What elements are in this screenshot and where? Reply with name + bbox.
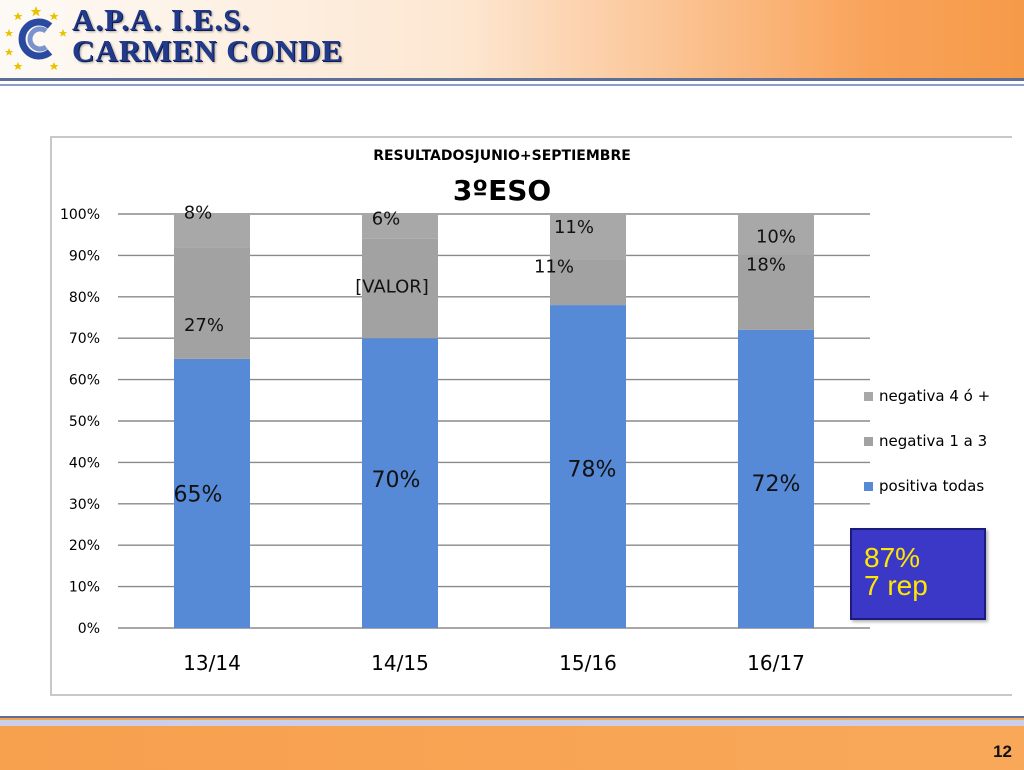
page-number: 12	[993, 742, 1012, 762]
y-tick-label: 90%	[69, 248, 100, 264]
y-tick-label: 10%	[69, 580, 100, 596]
data-label: 18%	[746, 255, 786, 276]
data-label: 27%	[184, 315, 224, 336]
data-label: 11%	[554, 217, 594, 238]
y-tick-label: 100%	[60, 207, 100, 223]
y-tick-label: 0%	[78, 621, 100, 637]
x-tick-label: 16/17	[747, 651, 805, 675]
y-tick-label: 30%	[69, 497, 100, 513]
data-label: [VALOR]	[355, 277, 429, 298]
data-label: 65%	[174, 482, 223, 507]
bar-segment	[174, 247, 250, 359]
legend-swatch	[864, 392, 873, 401]
data-label: 6%	[372, 208, 401, 229]
y-tick-label: 20%	[69, 538, 100, 554]
legend-label: negativa 4 ó +	[879, 387, 990, 405]
legend-label: negativa 1 a 3	[879, 432, 987, 450]
legend-label: positiva todas	[879, 477, 984, 495]
data-label: 8%	[184, 203, 213, 224]
x-tick-label: 14/15	[371, 651, 429, 675]
chart-subtitle: 3º ESO	[453, 174, 551, 207]
chart-title: RESULTADOS JUNIO+SEPTIEMBRE	[373, 148, 631, 164]
y-tick-label: 60%	[69, 373, 100, 389]
note-line2: 7 rep	[864, 572, 984, 600]
data-label: 11%	[534, 256, 574, 277]
labels-layer: 65% 27% 8% 13/14 70% [VALOR] 6% 14/15 78% 11% 11% 1…	[174, 203, 805, 675]
note-box: 87% 7 rep	[850, 528, 986, 620]
legend: negativa 4 ó + negativa 1 a 3 positiva tod…	[864, 387, 990, 495]
data-label: 78%	[568, 458, 617, 483]
legend-swatch	[864, 437, 873, 446]
data-label: 70%	[372, 468, 421, 493]
note-line1: 87%	[864, 544, 984, 572]
x-tick-label: 13/14	[183, 651, 241, 675]
y-tick-label: 50%	[69, 414, 100, 430]
x-tick-label: 15/16	[559, 651, 617, 675]
y-tick-label: 80%	[69, 290, 100, 306]
legend-swatch	[864, 482, 873, 491]
footer-band	[0, 716, 1024, 770]
data-label: 72%	[752, 472, 801, 497]
data-label: 10%	[756, 227, 796, 248]
y-tick-label: 70%	[69, 331, 100, 347]
y-tick-label: 40%	[69, 455, 100, 471]
